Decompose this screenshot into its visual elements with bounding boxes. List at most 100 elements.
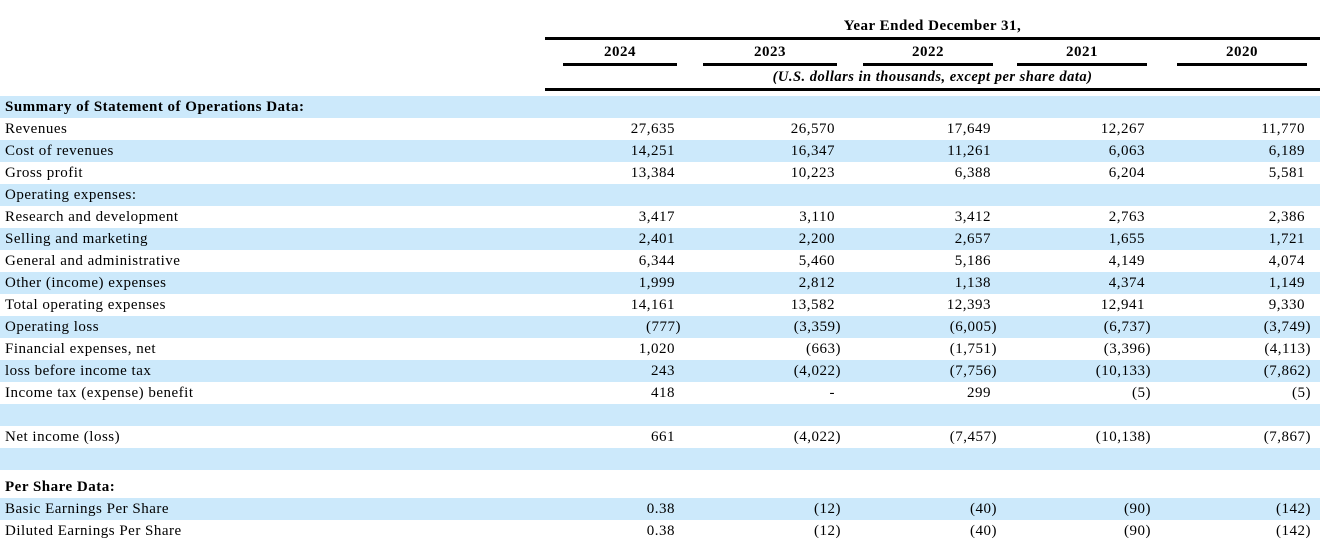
cell-value: 16,347 xyxy=(790,143,835,159)
table-row: Revenues 27,635 26,570 17,649 12,267 11,770 xyxy=(0,118,1320,140)
cell-value: 6,388 xyxy=(954,165,991,181)
cell-value: (6,737) xyxy=(1103,319,1151,335)
table-row xyxy=(0,404,1320,426)
cell-value: (6,005) xyxy=(949,319,997,335)
cell-value xyxy=(1147,404,1307,426)
row-label: Other (income) expenses xyxy=(5,275,167,291)
cell-value: 6,063 xyxy=(1108,143,1145,159)
cell-value xyxy=(677,404,837,426)
cell-value xyxy=(545,476,677,498)
row-label: Per Share Data: xyxy=(5,479,116,495)
units-note: (U.S. dollars in thousands, except per s… xyxy=(545,66,1320,91)
cell-value: 1,138 xyxy=(954,275,991,291)
cell-value: (12) xyxy=(814,501,841,517)
table-row: Financial expenses, net 1,020 (663) (1,751)… xyxy=(0,338,1320,360)
cell-value: 2,386 xyxy=(1268,209,1305,225)
cell-value: 418 xyxy=(651,385,675,401)
year-column-2024: 2024 xyxy=(545,40,677,66)
year-column-2021: 2021 xyxy=(993,40,1147,66)
cell-value: 2,200 xyxy=(798,231,835,247)
table-row: Basic Earnings Per Share 0.38 (12) (40) (90)… xyxy=(0,498,1320,520)
table-row: Research and development 3,417 3,110 3,412 2… xyxy=(0,206,1320,228)
row-label: Net income (loss) xyxy=(5,429,121,445)
row-label xyxy=(0,404,545,426)
cell-value: 5,186 xyxy=(954,253,991,269)
period-title: Year Ended December 31, xyxy=(545,16,1320,40)
cell-value: 2,812 xyxy=(798,275,835,291)
cell-value: 11,261 xyxy=(947,143,991,159)
cell-value: 0.38 xyxy=(646,501,675,517)
cell-value: 5,581 xyxy=(1268,165,1305,181)
cell-value: (663) xyxy=(806,341,841,357)
table-row: Summary of Statement of Operations Data: xyxy=(0,96,1320,118)
table-header: Year Ended December 31, 2024 2023 2022 2… xyxy=(545,0,1320,91)
row-label: Gross profit xyxy=(5,165,84,181)
table-row: Total operating expenses 14,161 13,582 12,3… xyxy=(0,294,1320,316)
cell-value xyxy=(837,404,993,426)
table-row: Selling and marketing 2,401 2,200 2,657 1,65… xyxy=(0,228,1320,250)
cell-value: 14,251 xyxy=(630,143,675,159)
table-row: Cost of revenues 14,251 16,347 11,261 6,063 6… xyxy=(0,140,1320,162)
row-label: loss before income tax xyxy=(5,363,152,379)
cell-value xyxy=(1147,184,1307,206)
cell-value: 9,330 xyxy=(1268,297,1305,313)
cell-value: 3,110 xyxy=(799,209,835,225)
year-header-label: 2024 xyxy=(563,40,677,66)
cell-value: 11,770 xyxy=(1261,121,1305,137)
cell-value: 17,649 xyxy=(946,121,991,137)
year-header-label: 2022 xyxy=(863,40,993,66)
cell-value: (3,749) xyxy=(1263,319,1311,335)
cell-value: 6,344 xyxy=(638,253,675,269)
cell-value: 6,189 xyxy=(1268,143,1305,159)
cell-value: 1,721 xyxy=(1268,231,1305,247)
cell-value: 13,582 xyxy=(790,297,835,313)
cell-value: 2,763 xyxy=(1108,209,1145,225)
cell-value: (1,751) xyxy=(949,341,997,357)
cell-value: 3,417 xyxy=(638,209,675,225)
cell-value: - xyxy=(829,385,835,401)
year-column-2023: 2023 xyxy=(677,40,837,66)
cell-value xyxy=(545,404,677,426)
cell-value xyxy=(993,184,1147,206)
table-row: loss before income tax 243 (4,022) (7,756) (… xyxy=(0,360,1320,382)
cell-value xyxy=(677,96,837,118)
table-row xyxy=(0,448,1320,470)
cell-value: (40) xyxy=(970,501,997,517)
cell-value: (4,022) xyxy=(793,363,841,379)
year-column-2022: 2022 xyxy=(837,40,993,66)
cell-value xyxy=(837,476,993,498)
table-row: Gross profit 13,384 10,223 6,388 6,204 5,581 xyxy=(0,162,1320,184)
cell-value xyxy=(993,476,1147,498)
row-label: Financial expenses, net xyxy=(5,341,157,357)
row-label: Diluted Earnings Per Share xyxy=(5,523,182,539)
cell-value: (7,756) xyxy=(949,363,997,379)
cell-value: (5) xyxy=(1292,385,1311,401)
cell-value: 2,401 xyxy=(638,231,675,247)
cell-value: (3,396) xyxy=(1103,341,1151,357)
table-row: General and administrative 6,344 5,460 5,18… xyxy=(0,250,1320,272)
cell-value xyxy=(1147,96,1307,118)
cell-value xyxy=(993,404,1147,426)
row-label: Revenues xyxy=(5,121,68,137)
year-columns-row: 2024 2023 2022 2021 2020 xyxy=(545,40,1320,66)
cell-value: (12) xyxy=(814,523,841,539)
row-label: Summary of Statement of Operations Data: xyxy=(5,99,305,115)
cell-value: 1,999 xyxy=(638,275,675,291)
cell-value: (7,862) xyxy=(1263,363,1311,379)
year-column-2020: 2020 xyxy=(1147,40,1307,66)
table-row: Other (income) expenses 1,999 2,812 1,138 4,… xyxy=(0,272,1320,294)
year-header-label: 2023 xyxy=(703,40,837,66)
cell-value xyxy=(993,448,1147,470)
row-spacer xyxy=(0,470,1320,476)
cell-value: 3,412 xyxy=(954,209,991,225)
cell-value: 2,657 xyxy=(954,231,991,247)
cell-value: (90) xyxy=(1124,523,1151,539)
cell-value xyxy=(837,184,993,206)
cell-value: 27,635 xyxy=(630,121,675,137)
table-row: Diluted Earnings Per Share 0.38 (12) (40) (9… xyxy=(0,520,1320,542)
cell-value: (40) xyxy=(970,523,997,539)
cell-value: (10,133) xyxy=(1095,363,1151,379)
row-label: Operating loss xyxy=(5,319,100,335)
cell-value xyxy=(677,476,837,498)
